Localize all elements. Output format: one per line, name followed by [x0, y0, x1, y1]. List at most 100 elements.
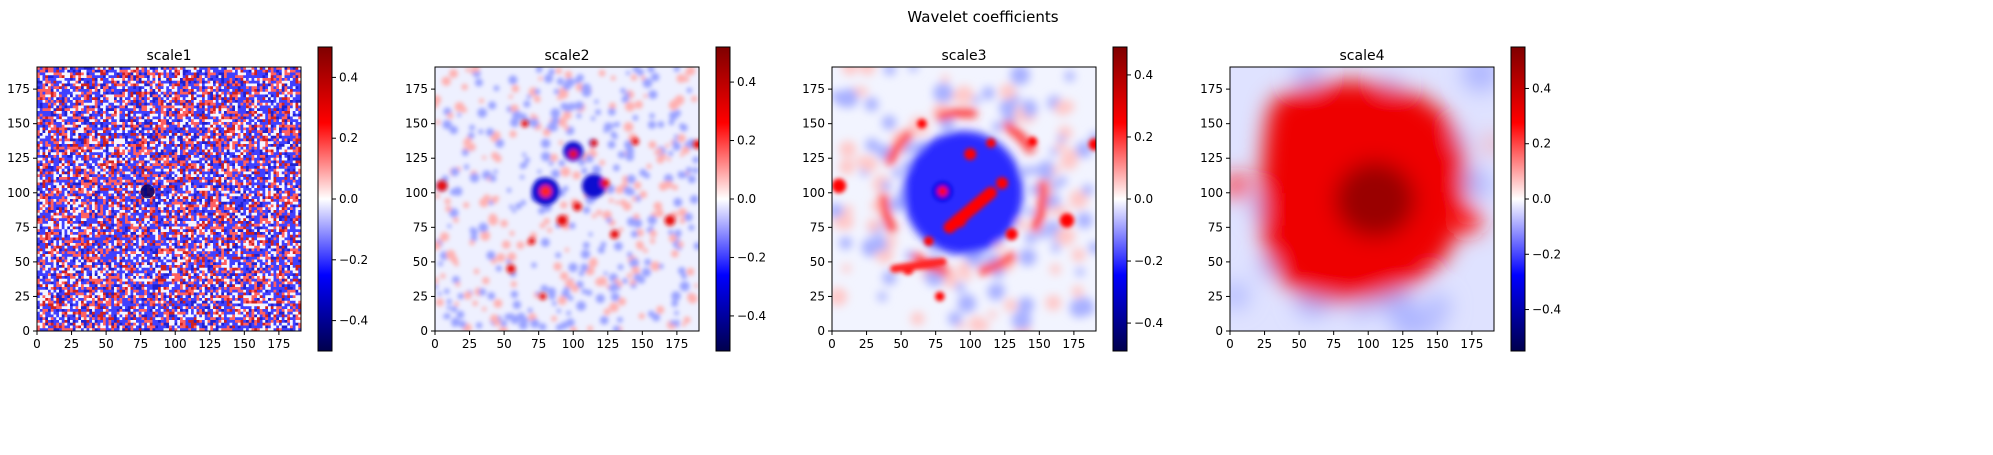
- x-tick-label: 25: [1257, 337, 1272, 351]
- y-tick-label: 25: [413, 289, 428, 303]
- x-tick-label: 0: [1226, 337, 1234, 351]
- y-tick-label: 75: [1208, 220, 1223, 234]
- y-tick-label: 75: [810, 220, 825, 234]
- y-tick-label: 50: [1208, 255, 1223, 269]
- y-tick-label: 125: [1200, 151, 1223, 165]
- x-tick-label: 125: [1391, 337, 1414, 351]
- y-tick-label: 25: [1208, 289, 1223, 303]
- colorbar-tick-label: −0.2: [737, 250, 766, 264]
- y-tick-label: 50: [413, 255, 428, 269]
- y-tick-label: 75: [15, 220, 30, 234]
- y-tick-label: 150: [405, 117, 428, 131]
- x-tick-label: 25: [64, 337, 79, 351]
- colorbar-tick-label: −0.4: [1532, 303, 1561, 317]
- colorbar: [1112, 46, 1128, 352]
- y-tick-label: 0: [817, 324, 825, 338]
- colorbar: [715, 46, 731, 352]
- y-tick-label: 125: [7, 151, 30, 165]
- colorbar-tick-label: −0.4: [737, 309, 766, 323]
- plot-frame: [1229, 66, 1495, 332]
- x-tick-label: 100: [562, 337, 585, 351]
- y-tick-label: 100: [7, 186, 30, 200]
- y-tick-label: 0: [22, 324, 30, 338]
- x-tick-label: 100: [959, 337, 982, 351]
- panel-title: scale1: [147, 48, 192, 64]
- y-tick-label: 25: [810, 289, 825, 303]
- panel-scale1: scale1 0 25 50 75 100 125 150 175 0 25 50 75 100 125 15…: [7, 46, 368, 352]
- x-tick-label: 25: [859, 337, 874, 351]
- colorbar-tick-label: −0.2: [1532, 247, 1561, 261]
- colorbar-tick-label: −0.2: [339, 253, 368, 267]
- colorbar-tick-label: 0.4: [1532, 81, 1551, 95]
- colorbar-tick-label: 0.0: [737, 192, 756, 206]
- x-tick-label: 125: [993, 337, 1016, 351]
- y-tick-label: 150: [7, 117, 30, 131]
- heatmap-image: [832, 67, 1096, 331]
- y-tick-label: 175: [1200, 82, 1223, 96]
- x-tick-label: 50: [98, 337, 113, 351]
- plot-frame: [831, 66, 1097, 332]
- x-tick-label: 25: [462, 337, 477, 351]
- colorbar-tick-label: 0.4: [339, 70, 358, 84]
- plot-frame: [434, 66, 700, 332]
- colorbar: [1510, 46, 1526, 352]
- x-tick-label: 0: [431, 337, 439, 351]
- colorbar-tick-label: 0.4: [1134, 68, 1153, 82]
- x-tick-label: 100: [1357, 337, 1380, 351]
- panel-title: scale4: [1340, 48, 1385, 64]
- y-tick-label: 150: [802, 117, 825, 131]
- x-tick-label: 0: [33, 337, 41, 351]
- colorbar-tick-label: 0.0: [1134, 192, 1153, 206]
- x-tick-label: 125: [198, 337, 221, 351]
- x-tick-label: 150: [631, 337, 654, 351]
- x-tick-label: 50: [1291, 337, 1306, 351]
- y-tick-label: 100: [1200, 186, 1223, 200]
- x-tick-label: 75: [531, 337, 546, 351]
- x-tick-label: 175: [267, 337, 290, 351]
- panel-title: scale3: [942, 48, 987, 64]
- y-tick-label: 50: [810, 255, 825, 269]
- x-tick-label: 75: [133, 337, 148, 351]
- y-tick-label: 100: [802, 186, 825, 200]
- y-tick-label: 0: [1215, 324, 1223, 338]
- colorbar-tick-label: 0.2: [737, 134, 756, 148]
- x-tick-label: 0: [828, 337, 836, 351]
- panel-title: scale2: [545, 48, 590, 64]
- x-tick-label: 100: [164, 337, 187, 351]
- x-tick-label: 150: [1426, 337, 1449, 351]
- x-tick-label: 75: [1326, 337, 1341, 351]
- colorbar-tick-label: −0.4: [339, 314, 368, 328]
- colorbar-tick-label: 0.4: [737, 75, 756, 89]
- y-tick-label: 50: [15, 255, 30, 269]
- panel-scale2: scale2 0 25 50 75 100 125 150 175 0 25 50 75 100 125 15…: [405, 46, 766, 352]
- x-tick-label: 175: [1460, 337, 1483, 351]
- heatmap-image: [1230, 67, 1494, 331]
- y-tick-label: 125: [802, 151, 825, 165]
- x-tick-label: 125: [596, 337, 619, 351]
- y-tick-label: 0: [420, 324, 428, 338]
- x-tick-label: 150: [233, 337, 256, 351]
- x-tick-label: 75: [928, 337, 943, 351]
- colorbar: [317, 46, 333, 352]
- colorbar-tick-label: −0.2: [1134, 254, 1163, 268]
- x-tick-label: 50: [496, 337, 511, 351]
- y-tick-label: 150: [1200, 117, 1223, 131]
- colorbar-tick-label: 0.2: [339, 131, 358, 145]
- plot-frame: [36, 66, 302, 332]
- y-tick-label: 100: [405, 186, 428, 200]
- heatmap-image: [37, 67, 301, 331]
- y-tick-label: 175: [405, 82, 428, 96]
- x-tick-label: 175: [1062, 337, 1085, 351]
- y-tick-label: 175: [802, 82, 825, 96]
- y-tick-label: 25: [15, 289, 30, 303]
- heatmap-image: [435, 67, 699, 331]
- y-tick-label: 75: [413, 220, 428, 234]
- y-tick-label: 175: [7, 82, 30, 96]
- panel-scale4: scale4 0 25 50 75 100 125 150 175 0 25 50 75 100 125 15…: [1200, 46, 1561, 352]
- x-tick-label: 50: [893, 337, 908, 351]
- colorbar-tick-label: 0.0: [339, 192, 358, 206]
- x-tick-label: 150: [1028, 337, 1051, 351]
- y-tick-label: 125: [405, 151, 428, 165]
- figure-title: Wavelet coefficients: [907, 8, 1058, 26]
